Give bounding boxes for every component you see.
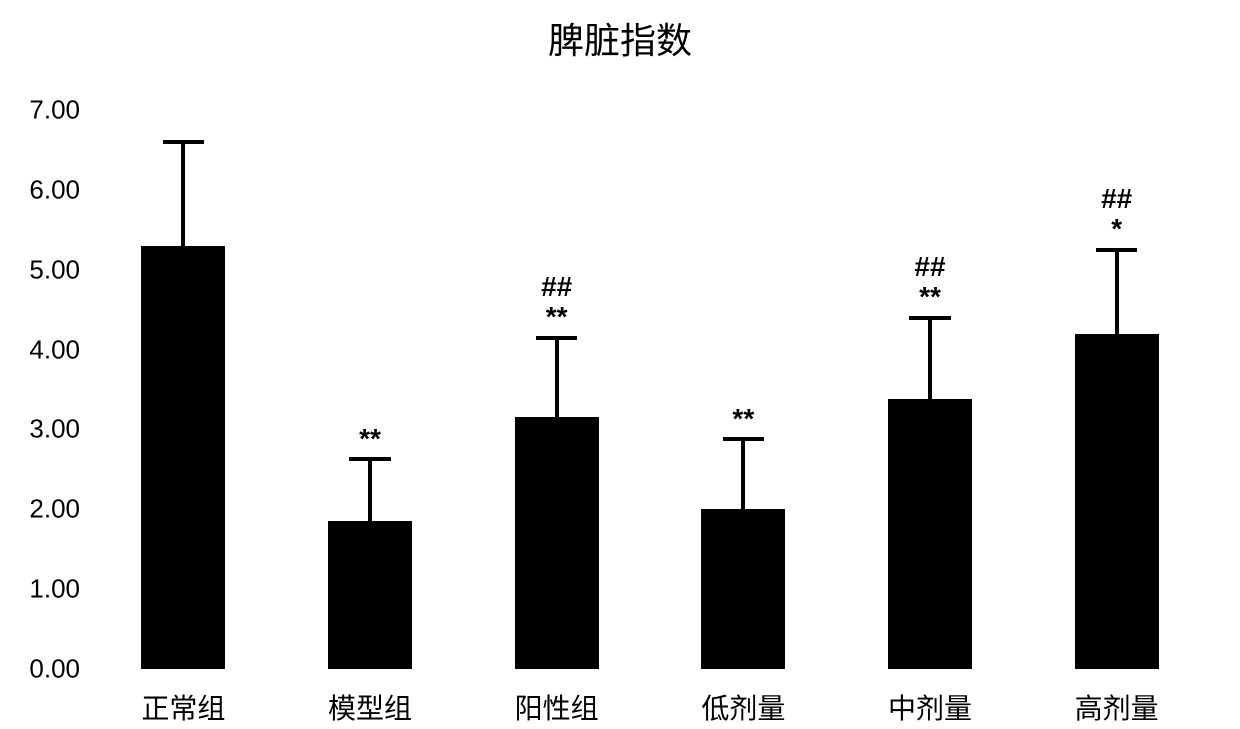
chart-container: 脾脏指数 正常组**模型组**##阳性组**低剂量**##中剂量*##高剂量 0… <box>0 0 1240 729</box>
x-tick-label: 正常组 <box>141 687 225 727</box>
bar <box>888 399 972 669</box>
bar-slot: **模型组 <box>277 110 464 669</box>
y-tick-label: 7.00 <box>29 95 90 126</box>
errorbar-stem <box>181 142 185 246</box>
y-tick-label: 1.00 <box>29 574 90 605</box>
bar-slot: **低剂量 <box>650 110 837 669</box>
significance-marker: ## <box>457 272 657 301</box>
errorbar-cap <box>723 437 764 441</box>
bar-slot: **##中剂量 <box>837 110 1024 669</box>
errorbar-stem <box>368 459 372 521</box>
errorbar-stem <box>741 439 745 509</box>
x-tick-label: 低剂量 <box>701 687 785 727</box>
bars-row: 正常组**模型组**##阳性组**低剂量**##中剂量*##高剂量 <box>90 110 1210 669</box>
significance-marker: ## <box>830 252 1030 281</box>
significance-marker: ** <box>830 282 1030 311</box>
x-tick-label: 阳性组 <box>515 687 599 727</box>
errorbar-stem <box>1115 250 1119 334</box>
significance-marker: ** <box>457 302 657 331</box>
plot-area: 正常组**模型组**##阳性组**低剂量**##中剂量*##高剂量 0.001.… <box>90 110 1210 669</box>
significance-marker: ** <box>643 404 843 433</box>
bar-slot: **##阳性组 <box>463 110 650 669</box>
errorbar-cap <box>536 336 577 340</box>
x-tick-label: 模型组 <box>328 687 412 727</box>
significance-marker: ## <box>1017 184 1217 213</box>
bar <box>515 417 599 669</box>
y-tick-label: 0.00 <box>29 654 90 685</box>
chart-title: 脾脏指数 <box>0 0 1240 64</box>
errorbar-stem <box>928 318 932 399</box>
y-tick-label: 5.00 <box>29 254 90 285</box>
significance-marker: ** <box>270 424 470 453</box>
significance-marker: * <box>1017 214 1217 243</box>
y-tick-label: 6.00 <box>29 174 90 205</box>
x-tick-label: 中剂量 <box>888 687 972 727</box>
y-tick-label: 3.00 <box>29 414 90 445</box>
bar <box>141 246 225 669</box>
bar <box>701 509 785 669</box>
bar-slot: *##高剂量 <box>1023 110 1210 669</box>
errorbar-cap <box>163 140 204 144</box>
bar-slot: 正常组 <box>90 110 277 669</box>
x-tick-label: 高剂量 <box>1075 687 1159 727</box>
bar <box>1075 334 1159 669</box>
errorbar-cap <box>349 457 390 461</box>
y-tick-label: 2.00 <box>29 494 90 525</box>
y-tick-label: 4.00 <box>29 334 90 365</box>
errorbar-cap <box>1096 248 1137 252</box>
errorbar-stem <box>555 338 559 418</box>
bar <box>328 521 412 669</box>
errorbar-cap <box>909 316 950 320</box>
